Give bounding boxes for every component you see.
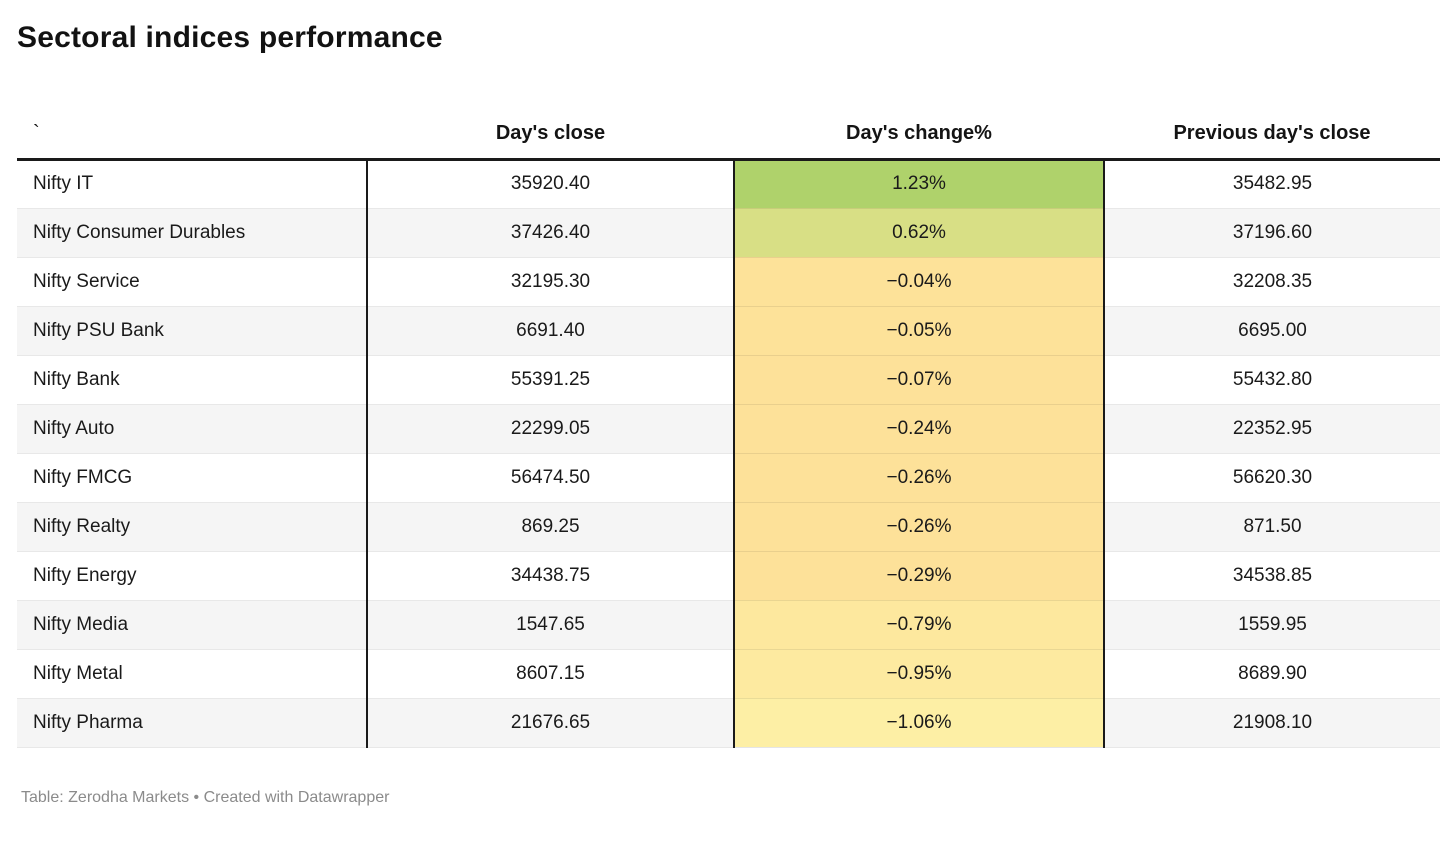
table-row: Nifty Media 1547.65 −0.79% 1559.95 <box>17 599 1440 649</box>
prev-close-cell: 8689.90 <box>1104 648 1440 698</box>
days-close-cell: 56474.50 <box>366 452 734 502</box>
prev-close-cell: 871.50 <box>1104 501 1440 551</box>
days-close-cell: 35920.40 <box>366 159 734 208</box>
table-row: Nifty FMCG 56474.50 −0.26% 56620.30 <box>17 452 1440 502</box>
header-index-name: ` <box>17 103 367 161</box>
table-body: Nifty IT 35920.40 1.23% 35482.95 Nifty C… <box>17 159 1440 748</box>
header-days-change: Day's change% <box>734 103 1104 161</box>
days-change-cell: −0.95% <box>733 648 1105 698</box>
days-close-cell: 34438.75 <box>366 550 734 600</box>
index-name-cell: Nifty Auto <box>17 403 367 453</box>
table-row: Nifty Realty 869.25 −0.26% 871.50 <box>17 501 1440 551</box>
prev-close-cell: 21908.10 <box>1104 697 1440 748</box>
table-row: Nifty Metal 8607.15 −0.95% 8689.90 <box>17 648 1440 698</box>
index-name-cell: Nifty Service <box>17 256 367 306</box>
days-change-cell: 1.23% <box>733 159 1105 208</box>
table-row: Nifty PSU Bank 6691.40 −0.05% 6695.00 <box>17 305 1440 355</box>
days-close-cell: 37426.40 <box>366 207 734 257</box>
index-name-cell: Nifty Realty <box>17 501 367 551</box>
sectoral-indices-table: ` Day's close Day's change% Previous day… <box>17 103 1440 748</box>
header-row: ` Day's close Day's change% Previous day… <box>17 103 1440 161</box>
days-close-cell: 1547.65 <box>366 599 734 649</box>
days-change-cell: −0.05% <box>733 305 1105 355</box>
days-change-cell: −0.79% <box>733 599 1105 649</box>
days-change-cell: −0.29% <box>733 550 1105 600</box>
prev-close-cell: 1559.95 <box>1104 599 1440 649</box>
prev-close-cell: 55432.80 <box>1104 354 1440 404</box>
index-name-cell: Nifty Energy <box>17 550 367 600</box>
prev-close-cell: 35482.95 <box>1232 173 1313 194</box>
prev-close-cell: 6695.00 <box>1104 305 1440 355</box>
table-row: Nifty Consumer Durables 37426.40 0.62% 3… <box>17 207 1440 257</box>
days-close-cell: 55391.25 <box>366 354 734 404</box>
days-change-cell: −0.26% <box>733 452 1105 502</box>
page-title: Sectoral indices performance <box>17 21 443 54</box>
prev-close-cell: 22352.95 <box>1104 403 1440 453</box>
prev-close-cell: 37196.60 <box>1104 207 1440 257</box>
header-previous-close: Previous day's close <box>1104 103 1440 161</box>
index-name-cell: Nifty Media <box>17 599 367 649</box>
prev-close-cell: 34538.85 <box>1104 550 1440 600</box>
index-name-cell: Nifty Metal <box>17 648 367 698</box>
table-row: Nifty Auto 22299.05 −0.24% 22352.95 <box>17 403 1440 453</box>
index-name-cell: Nifty Consumer Durables <box>17 207 367 257</box>
table-row: Nifty IT 35920.40 1.23% 35482.95 <box>17 159 1440 208</box>
days-close-cell: 32195.30 <box>366 256 734 306</box>
days-change-cell: −0.04% <box>733 256 1105 306</box>
header-days-close: Day's close <box>367 103 734 161</box>
days-close-cell: 869.25 <box>366 501 734 551</box>
days-change-cell: −0.24% <box>733 403 1105 453</box>
table-credit: Table: Zerodha Markets • Created with Da… <box>21 788 390 806</box>
index-name-cell: Nifty IT <box>33 173 94 194</box>
table-row: Nifty Pharma 21676.65 −1.06% 21908.10 <box>17 697 1440 748</box>
table-row: Nifty Energy 34438.75 −0.29% 34538.85 <box>17 550 1440 600</box>
table-row: Nifty Service 32195.30 −0.04% 32208.35 <box>17 256 1440 306</box>
days-change-cell: −0.26% <box>733 501 1105 551</box>
table-header: ` Day's close Day's change% Previous day… <box>17 103 1440 161</box>
prev-close-cell: 32208.35 <box>1104 256 1440 306</box>
days-change-cell: −1.06% <box>733 697 1105 748</box>
index-name-cell: Nifty Pharma <box>17 697 367 748</box>
days-close-cell: 22299.05 <box>366 403 734 453</box>
table-row: Nifty Bank 55391.25 −0.07% 55432.80 <box>17 354 1440 404</box>
days-close-cell: 8607.15 <box>366 648 734 698</box>
index-name-cell: Nifty PSU Bank <box>17 305 367 355</box>
index-name-cell: Nifty Bank <box>17 354 367 404</box>
index-name-cell: Nifty FMCG <box>17 452 367 502</box>
page: Sectoral indices performance ` Day's clo… <box>0 20 1456 807</box>
days-change-cell: −0.07% <box>733 354 1105 404</box>
days-close-cell: 21676.65 <box>366 697 734 748</box>
days-close-cell: 6691.40 <box>366 305 734 355</box>
days-change-cell: 0.62% <box>733 207 1105 257</box>
prev-close-cell: 56620.30 <box>1104 452 1440 502</box>
